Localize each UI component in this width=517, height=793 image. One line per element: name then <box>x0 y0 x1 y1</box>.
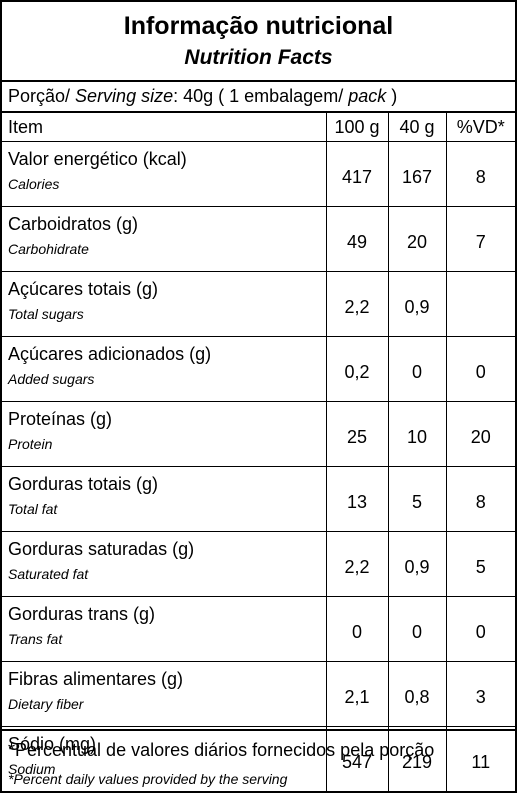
value-per-40g: 10 <box>387 401 447 467</box>
nutrient-name-pt: Gorduras totais (g) <box>8 474 159 494</box>
header-100g: 100 g <box>325 113 389 142</box>
value-per-40g: 167 <box>387 141 447 207</box>
title-english: Nutrition Facts <box>184 46 333 69</box>
value-daily-percent: 5 <box>445 531 515 597</box>
nutrient-name-cell: Sódio (mg) Sodium <box>2 726 327 792</box>
table-row: Carboidratos (g) Carbohidrate 49 20 7 <box>2 206 515 272</box>
nutrient-name-cell: Valor energético (kcal) Calories <box>2 141 327 207</box>
nutrient-name-en: Added sugars <box>8 371 95 387</box>
footnote-portuguese: *Percentual de valores diários fornecido… <box>8 740 435 760</box>
value-daily-percent: 3 <box>445 661 515 727</box>
value-per-40g: 5 <box>387 466 447 532</box>
value-per-100g: 0 <box>325 596 389 662</box>
serving-close: ) <box>386 86 398 106</box>
value-daily-percent: 7 <box>445 206 515 272</box>
nutrient-name-pt: Carboidratos (g) <box>8 214 139 234</box>
table-row: Açúcares totais (g) Total sugars 2,2 0,9 <box>2 271 515 337</box>
value-daily-percent: 8 <box>445 141 515 207</box>
value-per-100g: 2,1 <box>325 661 389 727</box>
nutrient-name-cell: Gorduras saturadas (g) Saturated fat <box>2 531 327 597</box>
value-daily-percent <box>445 271 515 337</box>
value-per-100g: 25 <box>325 401 389 467</box>
value-per-40g: 20 <box>387 206 447 272</box>
nutrient-name-pt: Valor energético (kcal) <box>8 149 187 169</box>
value-per-100g: 0,2 <box>325 336 389 402</box>
value-daily-percent: 20 <box>445 401 515 467</box>
table-row: Gorduras saturadas (g) Saturated fat 2,2 0,… <box>2 531 515 597</box>
nutrient-name-pt: Gorduras saturadas (g) <box>8 539 195 559</box>
nutrient-name-en: Sodium <box>8 761 56 777</box>
footnote-block: *Percentual de valores diários fornecido… <box>2 729 515 793</box>
nutrient-name-cell: Carboidratos (g) Carbohidrate <box>2 206 327 272</box>
header-40g: 40 g <box>387 113 447 142</box>
nutrient-name-en: Total fat <box>8 501 58 517</box>
serving-label-pt: Porção/ <box>8 86 76 106</box>
nutrient-name-cell: Gorduras totais (g) Total fat <box>2 466 327 532</box>
nutrient-name-en: Dietary fiber <box>8 696 84 712</box>
table-row: Valor energético (kcal) Calories 417 167 8 <box>2 141 515 207</box>
table-row: Gorduras trans (g) Trans fat 0 0 0 <box>2 596 515 662</box>
nutrient-name-pt: Gorduras trans (g) <box>8 604 156 624</box>
value-daily-percent: 8 <box>445 466 515 532</box>
value-daily-percent: 0 <box>445 336 515 402</box>
value-per-40g: 0,9 <box>387 271 447 337</box>
footnote-english: *Percent daily values provided by the se… <box>8 771 288 787</box>
table-row: Açúcares adicionados (g) Added sugars 0,2 0… <box>2 336 515 402</box>
value-per-100g: 547 <box>325 726 389 792</box>
value-per-100g: 2,2 <box>325 271 389 337</box>
nutrient-name-pt: Proteínas (g) <box>8 409 113 429</box>
title-block: Informação nutricional Nutrition Facts <box>2 2 515 82</box>
nutrient-name-en: Total sugars <box>8 306 84 322</box>
value-per-100g: 13 <box>325 466 389 532</box>
nutrient-name-en: Calories <box>8 176 60 192</box>
header-vd: %VD* <box>445 113 515 142</box>
nutrient-name-pt: Fibras alimentares (g) <box>8 669 184 689</box>
nutrient-name-pt: Sódio (mg) <box>8 734 97 754</box>
value-daily-percent: 0 <box>445 596 515 662</box>
nutrient-name-en: Protein <box>8 436 53 452</box>
nutrient-name-cell: Proteínas (g) Protein <box>2 401 327 467</box>
value-per-100g: 2,2 <box>325 531 389 597</box>
value-per-100g: 49 <box>325 206 389 272</box>
table-row: Fibras alimentares (g) Dietary fiber 2,1 0,… <box>2 661 515 727</box>
nutrient-name-cell: Gorduras trans (g) Trans fat <box>2 596 327 662</box>
nutrient-name-pt: Açúcares adicionados (g) <box>8 344 212 364</box>
title-portuguese: Informação nutricional <box>123 12 394 40</box>
table-row: Proteínas (g) Protein 25 10 20 <box>2 401 515 467</box>
value-daily-percent: 11 <box>445 726 515 792</box>
value-per-100g: 417 <box>325 141 389 207</box>
header-item: Item <box>2 113 327 142</box>
table-row: Sódio (mg) Sodium 547 219 11 <box>2 726 515 792</box>
serving-amount: : 40g ( 1 embalagem/ <box>173 86 349 106</box>
table-row: Gorduras totais (g) Total fat 13 5 8 <box>2 466 515 532</box>
nutrient-name-cell: Açúcares totais (g) Total sugars <box>2 271 327 337</box>
nutrient-name-en: Saturated fat <box>8 566 89 582</box>
serving-label-en: Serving size <box>75 86 174 106</box>
serving-pack-word: pack <box>348 86 387 106</box>
nutrient-name-en: Trans fat <box>8 631 63 647</box>
value-per-40g: 0,9 <box>387 531 447 597</box>
table-header-row: Item 100 g 40 g %VD* <box>2 113 515 142</box>
serving-size-line: Porção/ Serving size: 40g ( 1 embalagem/… <box>2 82 515 113</box>
value-per-40g: 0 <box>387 596 447 662</box>
nutrient-name-pt: Açúcares totais (g) <box>8 279 159 299</box>
value-per-40g: 0,8 <box>387 661 447 727</box>
nutrition-table: Item 100 g 40 g %VD* Valor energético (k… <box>2 113 515 792</box>
nutrient-name-cell: Açúcares adicionados (g) Added sugars <box>2 336 327 402</box>
value-per-40g: 0 <box>387 336 447 402</box>
nutrient-name-en: Carbohidrate <box>8 241 89 257</box>
nutrient-name-cell: Fibras alimentares (g) Dietary fiber <box>2 661 327 727</box>
